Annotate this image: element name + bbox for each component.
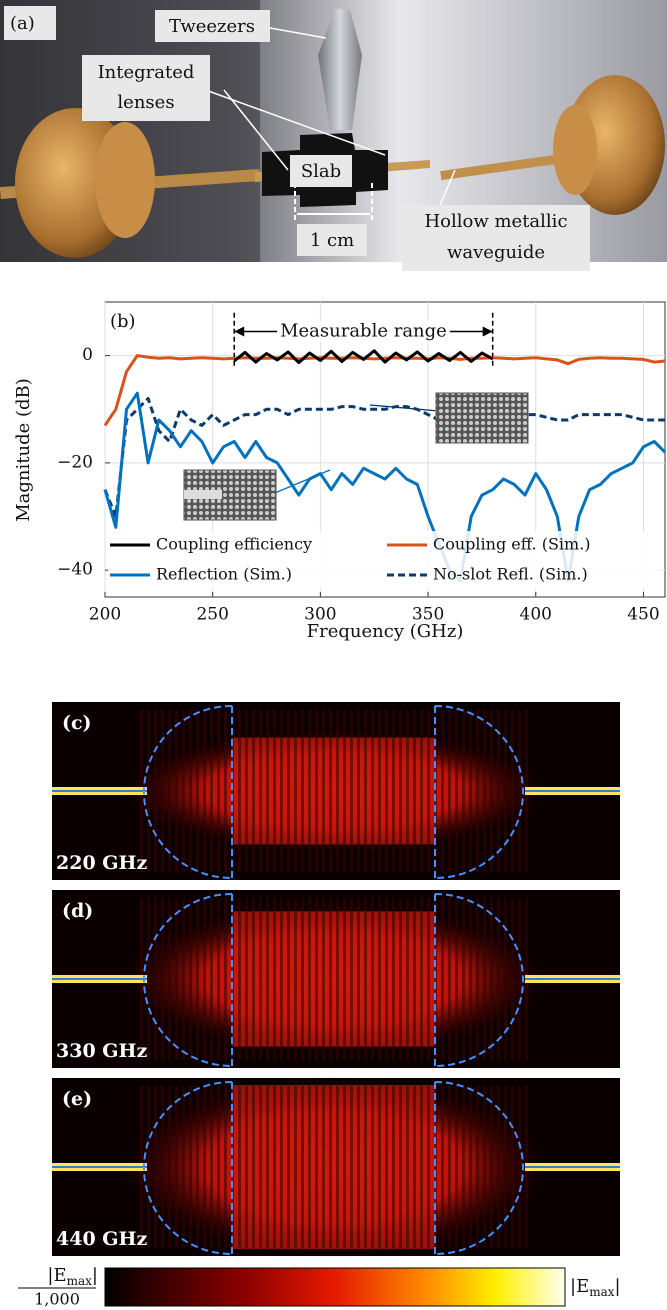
label-part: |E — [47, 1265, 66, 1286]
frequency-label: 220 GHz — [56, 852, 147, 874]
x-tick-label: 200 — [89, 605, 121, 625]
y-axis-label: Magnitude (dB) — [13, 378, 34, 522]
inset — [183, 392, 529, 521]
series-line — [233, 349, 494, 365]
annotation: lenses — [117, 92, 174, 113]
field-map: (d) 330 GHz — [52, 890, 620, 1068]
legend-label: Reflection (Sim.) — [156, 565, 292, 584]
lens-outline — [143, 705, 524, 879]
frequency-label: 330 GHz — [56, 1040, 147, 1062]
label-part: |E — [570, 1276, 589, 1297]
x-axis-label: Frequency (GHz) — [307, 621, 464, 642]
annotation-bg — [277, 320, 450, 342]
annotation: Slab — [301, 161, 341, 182]
label-part: max — [67, 1274, 93, 1288]
lens-outline — [143, 893, 524, 1067]
legend-box — [108, 531, 662, 589]
annotation: Hollow metallic — [424, 211, 567, 232]
x-tick-label: 350 — [412, 605, 444, 625]
label-part: max — [589, 1285, 615, 1299]
annotation: Measurable range — [280, 321, 447, 342]
annotation: 1 cm — [310, 230, 354, 251]
colorbar-label: |Emax| — [47, 1265, 98, 1288]
annotation: waveguide — [447, 242, 545, 263]
panel-label: (d) — [62, 900, 93, 922]
x-tick-label: 450 — [627, 605, 659, 625]
y-tick-label: −40 — [57, 560, 93, 580]
series-line — [103, 354, 666, 427]
annotation: Integrated — [98, 62, 195, 83]
legend-label: Coupling eff. (Sim.) — [433, 535, 591, 554]
field-maps: (c) 220 GHz (d) 330 GHz (e) 440 GHz — [52, 702, 620, 1258]
legend-label: No-slot Refl. (Sim.) — [433, 565, 588, 584]
x-tick-label: 400 — [520, 605, 552, 625]
colorbar — [104, 1267, 566, 1307]
field-fringes — [140, 710, 530, 872]
colorbar-label: |Emax| — [570, 1276, 621, 1299]
y-tick-label: −20 — [57, 452, 93, 472]
frequency-label: 440 GHz — [56, 1228, 147, 1250]
series-line — [103, 397, 665, 518]
panel-label: (b) — [110, 311, 136, 332]
label-part: | — [615, 1276, 621, 1297]
colorbar-label: 1,000 — [34, 1290, 80, 1309]
annotation: Tweezers — [169, 16, 255, 37]
panel-label: (c) — [62, 712, 92, 734]
y-tick-label: 0 — [82, 345, 93, 365]
field-fringes — [140, 1086, 530, 1248]
field-fringes — [140, 898, 530, 1060]
plot: Measurable range Coupling efficiency Coupl… — [103, 302, 667, 597]
lens-outline — [143, 1081, 524, 1255]
legend-label: Coupling efficiency — [156, 535, 312, 554]
panel-label: (e) — [62, 1088, 92, 1110]
x-tick-label: 250 — [196, 605, 228, 625]
panel-label: (a) — [10, 13, 35, 34]
field-map: (e) 440 GHz — [52, 1076, 620, 1258]
photo: (a) Tweezers Integrated lenses Slab 1 cm… — [0, 0, 667, 271]
field-map: (c) 220 GHz — [52, 702, 620, 880]
x-tick-label: 300 — [304, 605, 336, 625]
label-part: | — [92, 1265, 98, 1286]
